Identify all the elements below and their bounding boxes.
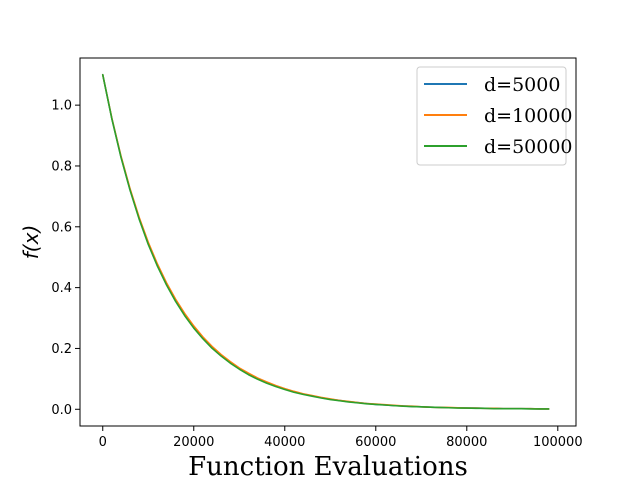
x-tick-label: 40000 xyxy=(264,435,305,450)
axes-frame xyxy=(79,57,577,427)
y-tick-label: 0.2 xyxy=(51,342,72,357)
y-tick-label: 1.0 xyxy=(51,99,72,114)
y-tick-label: 0.8 xyxy=(51,159,72,174)
x-axis-ticks: 0 20000 40000 60000 80000 100000 xyxy=(99,426,583,450)
y-tick-label: 0.4 xyxy=(51,281,72,296)
legend-label: d=50000 xyxy=(484,136,573,158)
y-axis-label: f(x) xyxy=(19,225,43,259)
x-tick-label: 80000 xyxy=(446,435,487,450)
y-tick-label: 0.6 xyxy=(51,220,72,235)
x-tick-label: 100000 xyxy=(533,435,583,450)
x-tick-label: 60000 xyxy=(355,435,396,450)
legend: d=5000 d=10000 d=50000 xyxy=(416,66,573,166)
legend-label: d=5000 xyxy=(484,74,560,96)
series-line-d-50000 xyxy=(101,73,550,410)
legend-box xyxy=(416,66,567,166)
x-tick-label: 20000 xyxy=(173,435,214,450)
x-axis-label: Function Evaluations xyxy=(188,452,468,480)
legend-label: d=10000 xyxy=(484,105,573,127)
series-lines xyxy=(101,73,550,410)
y-tick-label: 0.0 xyxy=(51,403,72,418)
x-tick-label: 0 xyxy=(99,435,107,450)
y-axis-ticks: 0.0 0.2 0.4 0.6 0.8 1.0 xyxy=(51,99,80,418)
